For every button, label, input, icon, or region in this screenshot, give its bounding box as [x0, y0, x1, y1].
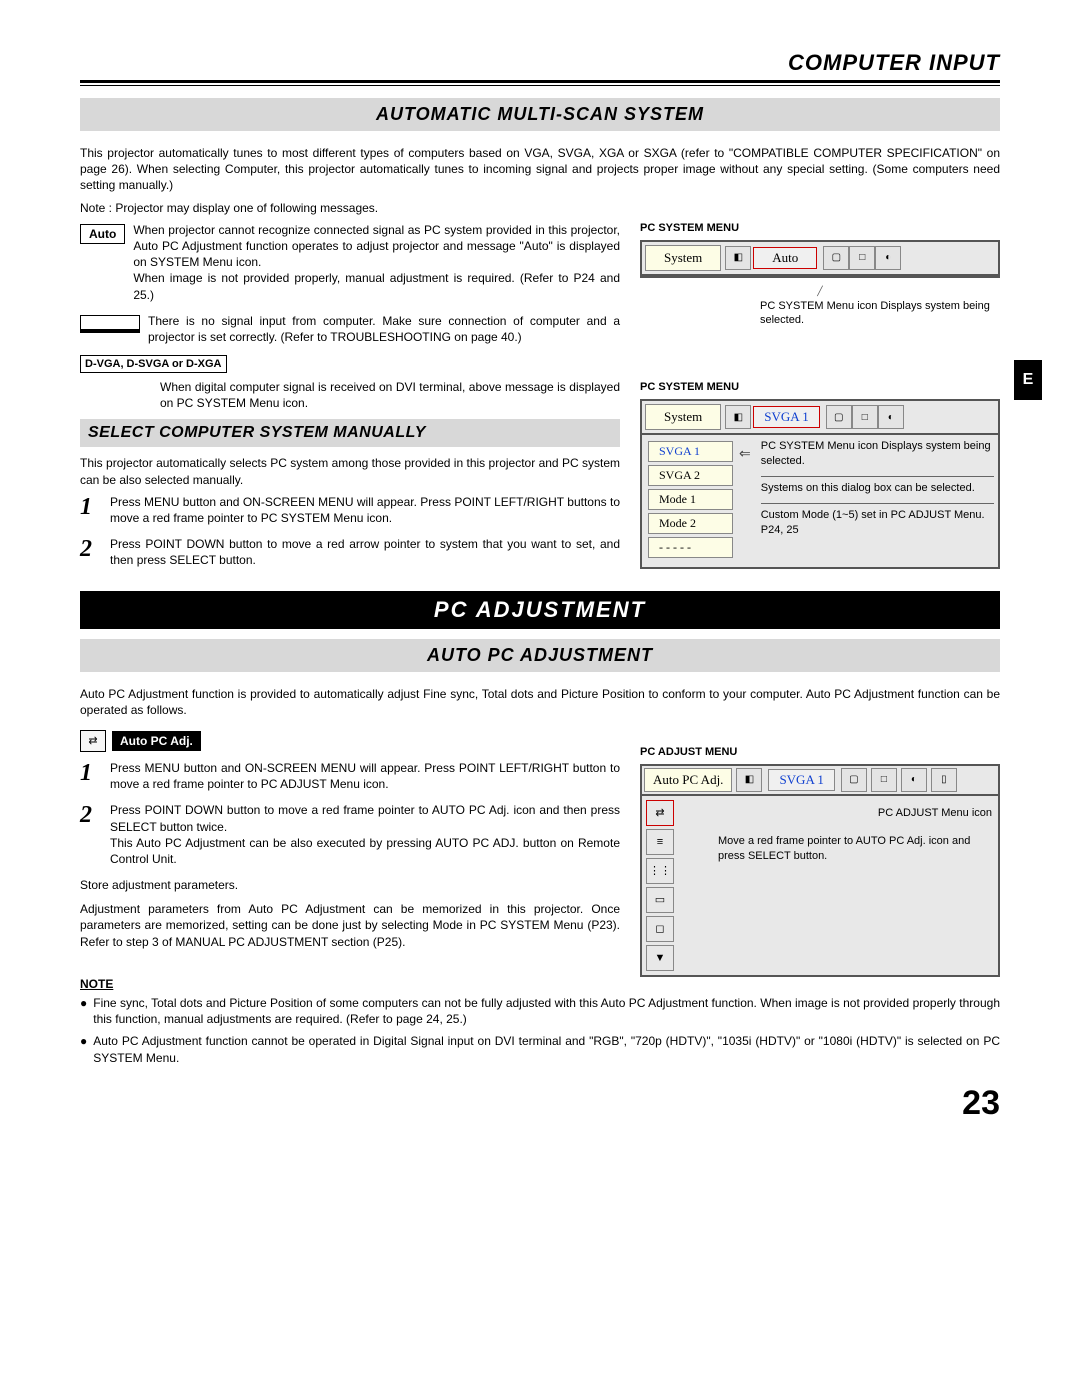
bullet-icon: ●	[80, 1033, 87, 1065]
store-heading: Store adjustment parameters.	[80, 877, 620, 893]
menu3-note2: Move a red frame pointer to AUTO PC Adj.…	[718, 834, 992, 863]
adj-icon-down: ▼	[646, 945, 674, 971]
note1-text: Fine sync, Total dots and Picture Positi…	[93, 995, 1000, 1027]
section1-bar: AUTOMATIC MULTI-SCAN SYSTEM	[80, 98, 1000, 131]
menu-icon: ▯	[931, 768, 957, 792]
blank-text: There is no signal input from computer. …	[148, 313, 620, 345]
menu-icon: □	[871, 768, 897, 792]
menu2-title: PC SYSTEM MENU	[640, 381, 1000, 393]
menu-icon: ▢	[826, 405, 852, 429]
page-header: COMPUTER INPUT	[80, 50, 1000, 76]
menu2-note1: PC SYSTEM Menu icon Displays system bein…	[761, 439, 994, 468]
menu3-svga: SVGA 1	[768, 769, 834, 791]
menu1-note: PC SYSTEM Menu icon Displays system bein…	[760, 299, 1000, 328]
arrow-icon: ⇐	[739, 445, 751, 462]
menu-icon: ◧	[725, 405, 751, 429]
adj-icon: ◻	[646, 916, 674, 942]
menu1-box: System ◧ Auto ▢ □ ◐	[640, 240, 1000, 278]
step-num-2b: 2	[80, 802, 100, 867]
menu-icon: □	[849, 246, 875, 270]
list-item: SVGA 2	[648, 465, 733, 486]
section2-intro: This projector automatically selects PC …	[80, 455, 620, 487]
menu2-note3: Custom Mode (1~5) set in PC ADJUST Menu.…	[761, 503, 994, 537]
step-num-1b: 1	[80, 760, 100, 792]
step-num-1: 1	[80, 494, 100, 526]
menu3-title: PC ADJUST MENU	[640, 746, 1000, 758]
auto-text: When projector cannot recognize connecte…	[133, 222, 620, 303]
menu3-box: Auto PC Adj. ◧ SVGA 1 ▢ □ ◐ ▯ ⇄ ≡ ⋮⋮ ▭ ◻	[640, 764, 1000, 977]
section1-note: Note : Projector may display one of foll…	[80, 200, 1000, 216]
dvga-text: When digital computer signal is received…	[160, 379, 620, 411]
section3-blackbar: PC ADJUSTMENT	[80, 591, 1000, 629]
menu-icon: ▢	[823, 246, 849, 270]
section3-step1: Press MENU button and ON-SCREEN MENU wil…	[110, 760, 620, 792]
page-number: 23	[80, 1084, 1000, 1123]
menu-icon: ◧	[725, 246, 751, 270]
section2-bar: SELECT COMPUTER SYSTEM MANUALLY	[80, 419, 620, 447]
blank-label-box	[80, 315, 140, 333]
auto-pc-adj-label: Auto PC Adj.	[112, 731, 201, 751]
menu1-system: System	[645, 245, 721, 271]
section3-graybar: AUTO PC ADJUSTMENT	[80, 639, 1000, 672]
list-item: Mode 1	[648, 489, 733, 510]
note2-text: Auto PC Adjustment function cannot be op…	[93, 1033, 1000, 1065]
section2-step1: Press MENU button and ON-SCREEN MENU wil…	[110, 494, 620, 526]
menu2-svga: SVGA 1	[753, 406, 819, 428]
menu2-system: System	[645, 404, 721, 430]
step-num-2: 2	[80, 536, 100, 568]
auto-pc-adj-icon: ⇄	[80, 730, 106, 752]
adj-icon: ▭	[646, 887, 674, 913]
section3-step2: Press POINT DOWN button to move a red fr…	[110, 802, 620, 867]
menu1-auto: Auto	[753, 247, 817, 269]
menu-icon: ◐	[901, 768, 927, 792]
pointer-line: ╱	[640, 286, 1000, 297]
menu1-title: PC SYSTEM MENU	[640, 222, 1000, 234]
dvga-label-box: D-VGA, D-SVGA or D-XGA	[80, 355, 227, 373]
hr-thin	[80, 85, 1000, 86]
menu-icon: ◐	[878, 405, 904, 429]
section2-step2: Press POINT DOWN button to move a red ar…	[110, 536, 620, 568]
store-text: Adjustment parameters from Auto PC Adjus…	[80, 901, 620, 950]
adj-icon: ⋮⋮	[646, 858, 674, 884]
adj-icon-auto: ⇄	[646, 800, 674, 826]
menu-icon: ◐	[875, 246, 901, 270]
side-tab-e: E	[1014, 360, 1042, 400]
note-heading: NOTE	[80, 977, 1000, 991]
hr-thick	[80, 80, 1000, 83]
menu3-adj-label: Auto PC Adj.	[644, 768, 732, 792]
list-item: Mode 2	[648, 513, 733, 534]
bullet-icon: ●	[80, 995, 87, 1027]
menu2-note2: Systems on this dialog box can be select…	[761, 476, 994, 495]
menu-icon: □	[852, 405, 878, 429]
menu2-box: System ◧ SVGA 1 ▢ □ ◐ SVGA 1⇐ SVGA 2	[640, 399, 1000, 569]
list-item: - - - - -	[648, 537, 733, 558]
section1-intro: This projector automatically tunes to mo…	[80, 145, 1000, 194]
auto-label-box: Auto	[80, 224, 125, 244]
page: COMPUTER INPUT AUTOMATIC MULTI-SCAN SYST…	[0, 0, 1080, 1153]
menu-icon: ◧	[736, 768, 762, 792]
list-item: SVGA 1	[648, 441, 733, 462]
adj-icon: ≡	[646, 829, 674, 855]
menu-icon: ▢	[841, 768, 867, 792]
menu2-list: SVGA 1 ⇐ SVGA 2 Mode 1 Mode 2 - - - - -	[642, 435, 757, 567]
section3-intro: Auto PC Adjustment function is provided …	[80, 686, 1000, 718]
menu3-note1: PC ADJUST Menu icon	[718, 806, 992, 820]
